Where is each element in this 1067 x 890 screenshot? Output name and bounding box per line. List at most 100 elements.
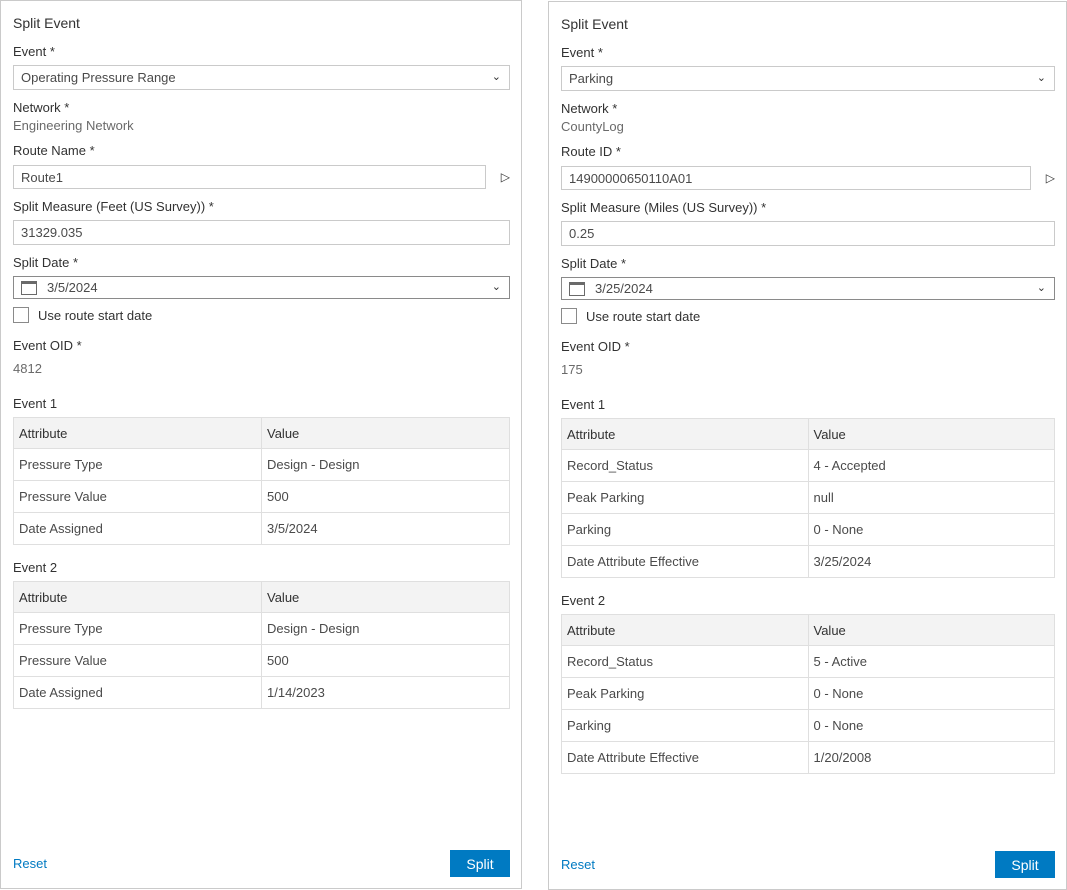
route-label: Route Name *: [13, 143, 95, 158]
table-row: Pressure Type Design - Design: [13, 448, 510, 481]
column-header: Attribute: [561, 418, 809, 450]
chevron-down-icon: ⌄: [1036, 282, 1046, 294]
attribute-cell: Date Attribute Effective: [561, 545, 809, 578]
table-row: Pressure Value 500: [13, 480, 510, 513]
value-cell: Design - Design: [261, 612, 510, 645]
event-select[interactable]: Parking ⌄: [561, 66, 1055, 91]
split-measure-value: 0.25: [569, 226, 595, 241]
split-date-label: Split Date *: [13, 255, 79, 270]
split-event-panel: Split Event Event * Parking ⌄ Network * C…: [548, 1, 1067, 890]
value-cell: 500: [261, 480, 510, 513]
checkbox-label: Use route start date: [38, 307, 153, 323]
event-table-label: Event 2: [13, 560, 58, 575]
checkbox-label: Use route start date: [586, 308, 701, 324]
attribute-cell: Date Assigned: [13, 676, 262, 709]
value-cell: null: [807, 481, 1055, 514]
split-button[interactable]: Split: [450, 850, 510, 877]
table-row: Peak Parking null: [561, 481, 1055, 514]
column-header: Attribute: [561, 614, 809, 646]
event-oid-label: Event OID *: [561, 339, 630, 354]
network-label: Network *: [13, 100, 70, 115]
value-cell: 0 - None: [807, 677, 1055, 710]
split-date-label: Split Date *: [561, 256, 627, 271]
value-cell: 1/14/2023: [261, 676, 510, 709]
column-header: Attribute: [13, 581, 262, 613]
use-route-start-date-checkbox[interactable]: Use route start date: [561, 308, 1055, 324]
table-row: Record_Status 5 - Active: [561, 645, 1055, 678]
chevron-down-icon: ⌄: [1036, 72, 1046, 84]
event-attribute-table: Attribute Value Pressure Type Design - Desi…: [13, 581, 510, 709]
table-row: Pressure Value 500: [13, 644, 510, 677]
attribute-cell: Record_Status: [561, 645, 809, 678]
network-label: Network *: [561, 101, 618, 116]
attribute-cell: Record_Status: [561, 449, 809, 482]
table-row: Parking 0 - None: [561, 709, 1055, 742]
table-row: Record_Status 4 - Accepted: [561, 449, 1055, 482]
attribute-cell: Parking: [561, 513, 809, 546]
value-cell: 3/25/2024: [807, 545, 1055, 578]
table-header-row: Attribute Value: [561, 614, 1055, 646]
event-attribute-table: Attribute Value Record_Status 4 - Accepted P…: [561, 418, 1055, 578]
panel-title: Split Event: [13, 15, 80, 31]
checkbox-icon[interactable]: [13, 307, 29, 323]
select-route-on-map-icon[interactable]: ▷: [1045, 171, 1055, 185]
value-cell: 5 - Active: [807, 645, 1055, 678]
attribute-cell: Pressure Type: [13, 448, 262, 481]
value-cell: 1/20/2008: [807, 741, 1055, 774]
column-header: Value: [807, 614, 1055, 646]
select-route-on-map-icon[interactable]: ▷: [500, 170, 510, 184]
column-header: Value: [261, 581, 510, 613]
event-select[interactable]: Operating Pressure Range ⌄: [13, 65, 510, 90]
split-measure-value: 31329.035: [21, 225, 83, 240]
event-select-value: Operating Pressure Range: [21, 70, 176, 85]
column-header: Value: [261, 417, 510, 449]
route-label: Route ID *: [561, 144, 621, 159]
network-value: CountyLog: [561, 119, 624, 134]
attribute-cell: Pressure Value: [13, 480, 262, 513]
network-value: Engineering Network: [13, 118, 134, 133]
table-row: Peak Parking 0 - None: [561, 677, 1055, 710]
split-event-panel: Split Event Event * Operating Pressure R…: [0, 0, 522, 889]
table-row: Date Assigned 3/5/2024: [13, 512, 510, 545]
value-cell: 4 - Accepted: [807, 449, 1055, 482]
event-oid-label: Event OID *: [13, 338, 82, 353]
split-date-value: 3/5/2024: [47, 280, 98, 295]
attribute-cell: Date Assigned: [13, 512, 262, 545]
event-table-label: Event 2: [561, 593, 606, 608]
table-row: Date Assigned 1/14/2023: [13, 676, 510, 709]
route-input-value: Route1: [21, 169, 63, 185]
split-button[interactable]: Split: [995, 851, 1055, 878]
value-cell: 3/5/2024: [261, 512, 510, 545]
attribute-cell: Pressure Type: [13, 612, 262, 645]
attribute-cell: Peak Parking: [561, 677, 809, 710]
attribute-cell: Peak Parking: [561, 481, 809, 514]
value-cell: Design - Design: [261, 448, 510, 481]
event-oid-value: 4812: [13, 361, 42, 376]
table-header-row: Attribute Value: [13, 417, 510, 449]
split-measure-input[interactable]: 31329.035: [13, 220, 510, 245]
use-route-start-date-checkbox[interactable]: Use route start date: [13, 307, 510, 323]
event-table-label: Event 1: [13, 396, 58, 411]
event-attribute-table: Attribute Value Record_Status 5 - Active Pea…: [561, 614, 1055, 774]
reset-button[interactable]: Reset: [13, 856, 47, 871]
route-input-value: 14900000650110A01: [569, 170, 693, 186]
route-input[interactable]: Route1: [13, 165, 486, 189]
split-measure-label: Split Measure (Feet (US Survey)) *: [13, 199, 214, 214]
table-row: Pressure Type Design - Design: [13, 612, 510, 645]
split-date-picker[interactable]: 3/5/2024 ⌄: [13, 276, 510, 299]
table-header-row: Attribute Value: [13, 581, 510, 613]
checkbox-icon[interactable]: [561, 308, 577, 324]
event-oid-value: 175: [561, 362, 583, 377]
table-row: Date Attribute Effective 3/25/2024: [561, 545, 1055, 578]
event-label: Event *: [561, 45, 603, 60]
chevron-down-icon: ⌄: [491, 281, 501, 293]
split-date-picker[interactable]: 3/25/2024 ⌄: [561, 277, 1055, 300]
reset-button[interactable]: Reset: [561, 857, 595, 872]
attribute-cell: Date Attribute Effective: [561, 741, 809, 774]
calendar-icon: [21, 280, 37, 295]
column-header: Attribute: [13, 417, 262, 449]
table-row: Parking 0 - None: [561, 513, 1055, 546]
route-input[interactable]: 14900000650110A01: [561, 166, 1031, 190]
calendar-icon: [569, 281, 585, 296]
split-measure-input[interactable]: 0.25: [561, 221, 1055, 246]
